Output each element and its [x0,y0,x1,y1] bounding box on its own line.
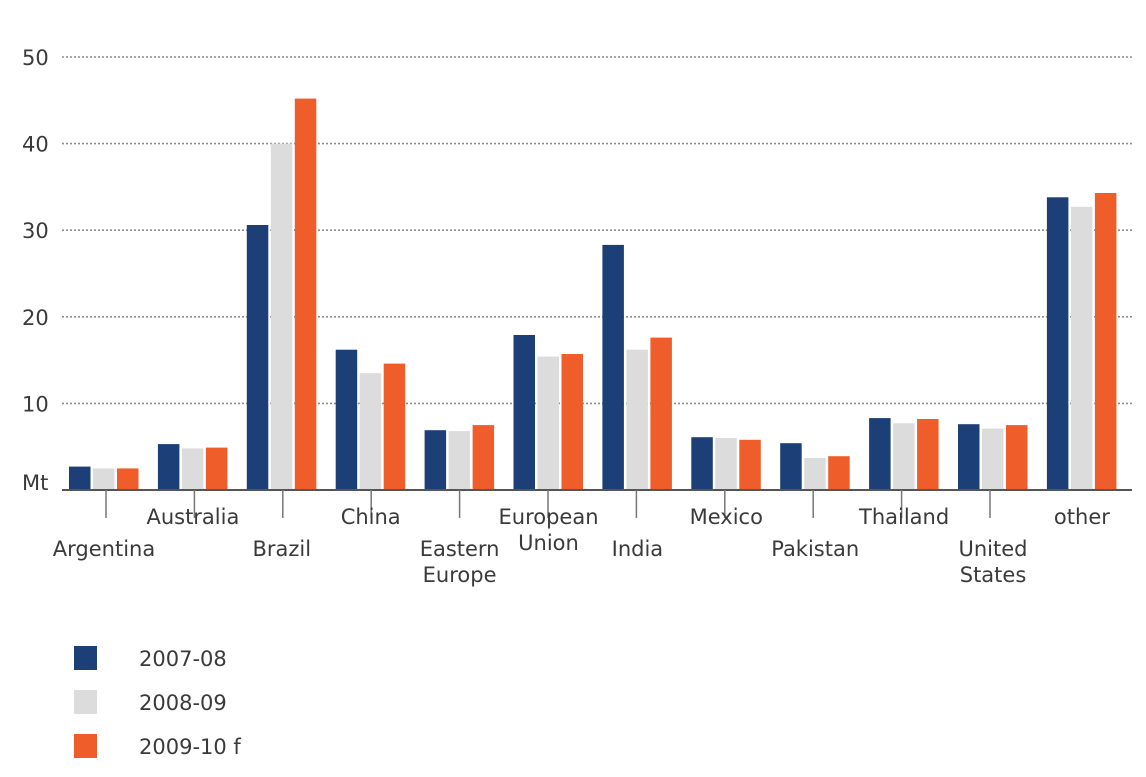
bar [1006,425,1028,490]
x-category-label: other [1054,505,1110,529]
bar [739,439,761,490]
x-category-label: States [960,563,1027,587]
x-category-label: Union [518,531,579,555]
y-tick-label: 30 [22,219,49,243]
bar [893,423,915,490]
bar [513,335,535,490]
bar [246,225,269,490]
bar [804,458,826,490]
y-tick-label: 20 [22,306,49,330]
y-tick-label: 10 [22,392,49,416]
bar [982,428,1004,490]
bar [359,373,382,490]
x-category-label: Pakistan [771,537,859,561]
bar [270,143,293,490]
legend-label: 2008-09 [139,691,227,715]
bar [424,430,447,490]
x-category-label: Europe [423,563,497,587]
bar [1094,193,1117,490]
y-tick-label: 50 [22,46,49,70]
x-category-label: United [959,537,1028,561]
x-category-label: Brazil [252,537,311,561]
bar [780,443,802,490]
bar [626,349,648,490]
x-category-label: Thailand [858,505,949,529]
bar [602,244,624,490]
bar [181,448,204,490]
legend-swatch [74,690,97,714]
bar [335,349,358,490]
x-category-label: Eastern [420,537,500,561]
bar [715,438,737,490]
bar [294,98,317,490]
bar [537,356,559,490]
bar [691,437,713,490]
legend-swatch [74,734,97,758]
bar [917,419,939,490]
legend: 2007-08 2008-09 2009-10 f [74,646,241,759]
x-category-label: Mexico [690,505,763,529]
bar-layer [69,98,1117,491]
bar [383,363,406,490]
x-category-label: China [341,505,401,529]
x-category-label: Australia [146,505,239,529]
bar [561,354,583,490]
x-category-label: European [498,505,598,529]
y-tick-label: 40 [22,133,49,157]
bar [1070,206,1093,491]
category-label-layer: ArgentinaAustraliaBrazilChinaEasternEuro… [53,505,1110,587]
bar [157,444,180,490]
legend-label: 2009-10 f [139,735,241,759]
bar [1046,197,1069,491]
axis-layer: Mt 10 20 30 40 50 [22,46,1132,518]
legend-swatch [74,646,97,670]
bar [93,468,115,490]
bar [448,431,471,490]
bar [958,424,980,490]
bar [869,418,891,490]
grid-layer [62,56,1132,405]
bar [117,468,139,490]
bar [69,466,91,490]
bar [828,456,850,490]
x-category-label: Argentina [53,537,155,561]
y-axis-unit-label: Mt [22,471,48,495]
bar [205,447,228,490]
legend-label: 2007-08 [139,647,227,671]
bar [472,425,495,490]
bar [650,337,672,490]
x-category-label: India [612,537,664,561]
